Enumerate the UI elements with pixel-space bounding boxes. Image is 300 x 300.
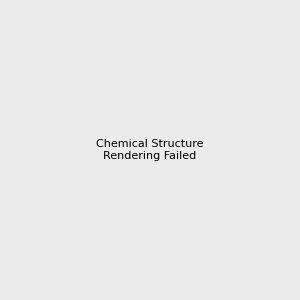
Text: Chemical Structure
Rendering Failed: Chemical Structure Rendering Failed: [96, 139, 204, 161]
